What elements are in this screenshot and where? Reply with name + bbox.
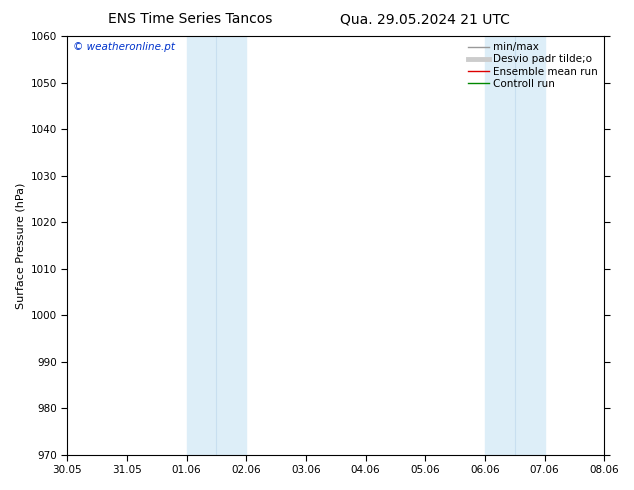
- Text: © weatheronline.pt: © weatheronline.pt: [72, 43, 174, 52]
- Text: ENS Time Series Tancos: ENS Time Series Tancos: [108, 12, 273, 26]
- Y-axis label: Surface Pressure (hPa): Surface Pressure (hPa): [15, 182, 25, 309]
- Text: Qua. 29.05.2024 21 UTC: Qua. 29.05.2024 21 UTC: [340, 12, 510, 26]
- Legend: min/max, Desvio padr tilde;o, Ensemble mean run, Controll run: min/max, Desvio padr tilde;o, Ensemble m…: [464, 38, 602, 93]
- Bar: [485, 36, 545, 455]
- Bar: [186, 36, 246, 455]
